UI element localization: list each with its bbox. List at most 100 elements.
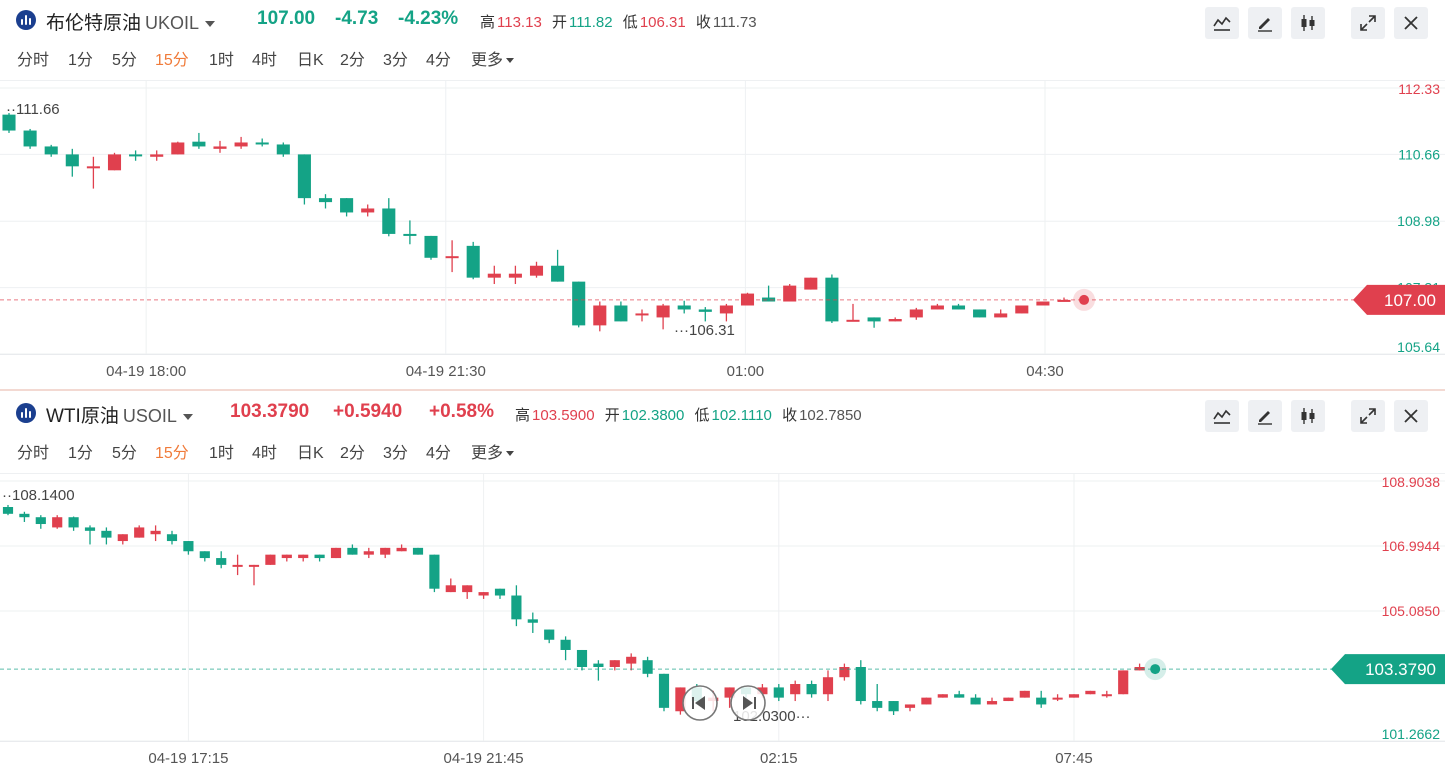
replay-forward-button[interactable]	[730, 685, 766, 721]
tab-period[interactable]: 5分	[112, 445, 137, 462]
candle	[1015, 305, 1029, 314]
symbol-selector[interactable]: WTI原油 USOIL	[46, 401, 193, 428]
expand-button[interactable]	[1351, 400, 1385, 432]
close-button[interactable]	[1394, 7, 1428, 39]
tab-period[interactable]: 1分	[68, 52, 93, 69]
tab-period-active[interactable]: 15分	[155, 445, 189, 462]
x-tick-label: 04:30	[1026, 363, 1064, 380]
candle	[150, 525, 161, 542]
symbol-code: UKOIL	[145, 13, 200, 33]
candle	[19, 511, 30, 522]
candle-body	[216, 558, 227, 565]
y-tick-label: 108.98	[1397, 213, 1440, 229]
candle-body	[396, 547, 407, 552]
candle-body	[424, 235, 438, 258]
replay-back-button[interactable]	[682, 685, 718, 721]
ohlc-summary: 高 103.5900 开 102.3800 低 102.1110 收 102.7850	[515, 404, 868, 425]
line-chart-button[interactable]	[1205, 400, 1239, 432]
close-button[interactable]	[1394, 400, 1428, 432]
candle-body	[1019, 690, 1030, 698]
tab-period[interactable]: 1分	[68, 445, 93, 462]
candle	[508, 265, 522, 285]
candle-body	[445, 585, 456, 593]
candle	[986, 697, 998, 705]
price-tag-value: 103.3790	[1365, 660, 1436, 679]
tab-period[interactable]: 4分	[426, 445, 451, 462]
candle	[973, 309, 987, 318]
candlestick-button[interactable]	[1291, 400, 1325, 432]
chart-bars-icon	[16, 10, 36, 30]
candle	[248, 564, 260, 586]
candle	[35, 515, 46, 529]
candle	[576, 649, 588, 671]
candle	[183, 541, 194, 555]
candlestick-button[interactable]	[1291, 7, 1325, 39]
tab-period[interactable]: 1时	[209, 445, 234, 462]
tab-period[interactable]: 4时	[252, 445, 277, 462]
line-chart-icon	[1213, 409, 1231, 424]
candle	[52, 515, 63, 529]
tab-more[interactable]: 更多	[471, 439, 515, 463]
tab-period[interactable]: 2分	[340, 52, 365, 69]
candle-body	[609, 660, 620, 667]
tab-period[interactable]: 4分	[426, 52, 451, 69]
pencil-icon	[1258, 18, 1272, 32]
candle-body	[84, 527, 96, 531]
candle-body	[593, 305, 607, 326]
tab-period[interactable]: 2分	[340, 445, 365, 462]
tab-period[interactable]: 3分	[383, 445, 408, 462]
tab-period[interactable]: 4时	[252, 52, 277, 69]
candle-body	[2, 507, 14, 514]
candlestick-chart[interactable]: 108.9038 106.9944 105.0850 101.2662 04-19 17…	[0, 473, 1445, 774]
tab-period-active[interactable]: 15分	[155, 52, 189, 69]
draw-button[interactable]	[1248, 400, 1282, 432]
ohlc-label: 开	[604, 407, 620, 424]
symbol-selector[interactable]: 布伦特原油 UKOIL	[46, 8, 216, 35]
candle-body	[511, 595, 522, 620]
candle	[255, 138, 269, 147]
candle	[494, 588, 506, 599]
candle	[529, 261, 544, 278]
chart-panel-ukoil: 布伦特原油 UKOIL 107.00 -4.73 -4.23% 高 113.13 开…	[0, 7, 1445, 386]
tab-period[interactable]: 日K	[297, 445, 324, 462]
candle-body	[719, 305, 733, 314]
tab-period[interactable]: 日K	[297, 52, 324, 69]
line-chart-button[interactable]	[1205, 7, 1239, 39]
candle-body	[429, 554, 440, 589]
candle	[424, 235, 438, 260]
candle-body	[724, 687, 735, 698]
candle-body	[529, 265, 544, 276]
tab-period[interactable]: 分时	[17, 52, 50, 69]
candle	[445, 240, 459, 273]
candle-body	[192, 141, 206, 147]
candle	[23, 128, 37, 149]
expand-button[interactable]	[1351, 7, 1385, 39]
y-tick-label: 101.2662	[1382, 726, 1441, 742]
candle-body	[1015, 305, 1029, 314]
candle	[724, 687, 735, 708]
candle	[281, 554, 292, 562]
tab-period[interactable]: 分时	[17, 445, 50, 462]
candle	[347, 544, 358, 555]
candle	[1134, 663, 1145, 671]
x-tick-label: 04-19 21:45	[444, 750, 524, 767]
draw-button[interactable]	[1248, 7, 1282, 39]
close-icon	[1404, 16, 1418, 30]
candle-body	[318, 198, 333, 203]
chevron-down-icon	[182, 413, 193, 420]
candle	[698, 307, 712, 322]
expand-icon	[1360, 408, 1376, 424]
tab-period[interactable]: 3分	[383, 52, 408, 69]
candle-body	[213, 146, 227, 149]
candle-body	[642, 660, 653, 674]
tab-period[interactable]: 5分	[112, 52, 137, 69]
candle	[318, 194, 333, 209]
candle-body	[23, 130, 37, 147]
pulse-dot	[1150, 664, 1161, 675]
tab-more[interactable]: 更多	[471, 46, 515, 70]
candle	[340, 198, 354, 217]
tab-period[interactable]: 1时	[209, 52, 234, 69]
candle-body	[314, 554, 325, 559]
candle-body	[44, 146, 58, 155]
